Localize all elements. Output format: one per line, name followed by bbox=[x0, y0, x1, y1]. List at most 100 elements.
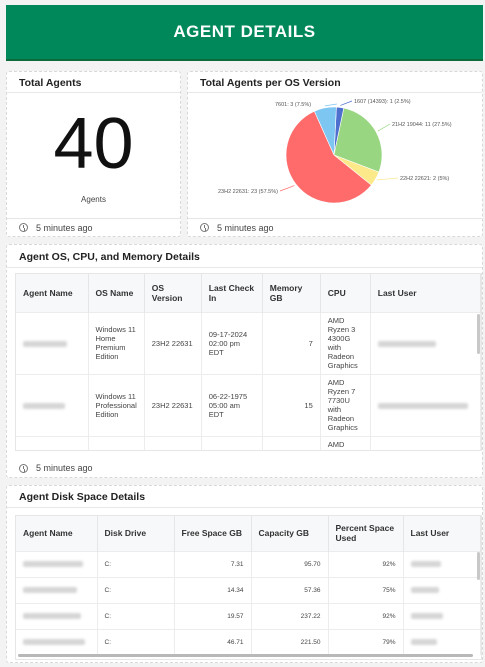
disk-space-table: Agent Name Disk Drive Free Space GB Capa… bbox=[16, 516, 481, 655]
pie-label-leader bbox=[377, 177, 399, 181]
disk-drive-cell: C: bbox=[97, 628, 175, 655]
card-footer: 5 minutes ago bbox=[7, 218, 180, 236]
agent-name-cell bbox=[16, 602, 98, 629]
os-cpu-memory-card: Agent OS, CPU, and Memory Details Agent … bbox=[6, 244, 483, 478]
free-space-cell: 19.57 bbox=[174, 602, 252, 629]
table-row[interactable]: C: 14.34 57.36 75% bbox=[16, 576, 481, 603]
pie-slice[interactable] bbox=[313, 106, 337, 156]
os-version-cell: 23H2 22631 bbox=[144, 311, 202, 374]
last-user-cell bbox=[370, 435, 481, 450]
last-user-cell bbox=[370, 373, 481, 436]
pie-slice-label: 21H2 19044: 11 (27.5%) bbox=[392, 122, 452, 128]
total-agents-title: Total Agents bbox=[19, 77, 82, 89]
redacted-text bbox=[23, 560, 83, 567]
card-divider bbox=[188, 92, 482, 93]
os-name-cell bbox=[88, 435, 145, 450]
card-divider bbox=[7, 267, 482, 268]
memory-cell: 15 bbox=[262, 373, 321, 436]
column-header[interactable]: Last User bbox=[370, 274, 481, 312]
os-cpu-table-container[interactable]: Agent Name OS Name OS Version Last Check… bbox=[15, 273, 482, 451]
percent-used-cell: 79% bbox=[328, 628, 404, 655]
updated-time: 5 minutes ago bbox=[217, 222, 274, 233]
redacted-text bbox=[23, 612, 81, 619]
agent-name-cell bbox=[16, 311, 89, 374]
table-row[interactable]: Windows 11 Home Premium Edition 23H2 226… bbox=[16, 311, 481, 374]
free-space-cell: 46.71 bbox=[174, 628, 252, 655]
table-row[interactable]: AMD Ryzen 5 bbox=[16, 435, 481, 450]
disk-drive-cell: C: bbox=[97, 576, 175, 603]
os-version-pie-chart: 1607 (14393): 1 (2.5%) 21H2 19044: 11 (27… bbox=[218, 99, 452, 204]
capacity-cell: 57.36 bbox=[251, 576, 329, 603]
column-header[interactable]: Percent Space Used bbox=[328, 516, 404, 551]
table-row[interactable]: C: 19.57 237.22 92% bbox=[16, 602, 481, 629]
os-version-cell: 23H2 22631 bbox=[144, 373, 202, 436]
last-user-cell bbox=[370, 311, 481, 374]
horizontal-scrollbar[interactable] bbox=[18, 654, 473, 657]
free-space-cell: 7.31 bbox=[174, 550, 252, 577]
redacted-text bbox=[23, 639, 85, 646]
column-header[interactable]: Disk Drive bbox=[97, 516, 175, 551]
table-row[interactable]: C: 7.31 95.70 92% bbox=[16, 550, 481, 577]
column-header[interactable]: Agent Name bbox=[16, 516, 98, 551]
page-title: AGENT DETAILS bbox=[173, 22, 316, 41]
capacity-cell: 95.70 bbox=[251, 550, 329, 577]
capacity-cell: 237.22 bbox=[251, 602, 329, 629]
updated-time: 5 minutes ago bbox=[36, 463, 93, 473]
disk-drive-cell: C: bbox=[97, 550, 175, 577]
column-header[interactable]: Agent Name bbox=[16, 274, 89, 312]
cpu-cell: AMD Ryzen 3 4300G with Radeon Graphics bbox=[320, 311, 371, 374]
column-header[interactable]: Memory GB bbox=[262, 274, 321, 312]
updated-time: 5 minutes ago bbox=[36, 222, 93, 233]
disk-table-container[interactable]: Agent Name Disk Drive Free Space GB Capa… bbox=[15, 515, 482, 660]
column-header[interactable]: Last Check In bbox=[201, 274, 263, 312]
disk-space-title: Agent Disk Space Details bbox=[19, 491, 146, 503]
free-space-cell: 14.34 bbox=[174, 576, 252, 603]
os-cpu-table: Agent Name OS Name OS Version Last Check… bbox=[16, 274, 481, 450]
memory-cell: 7 bbox=[262, 311, 321, 374]
os-cpu-title: Agent OS, CPU, and Memory Details bbox=[19, 251, 200, 263]
last-check-in-cell: 06-22-1975 05:00 am EDT bbox=[201, 373, 263, 436]
agent-name-cell bbox=[16, 576, 98, 603]
os-name-cell: Windows 11 Professional Edition bbox=[88, 373, 145, 436]
column-header[interactable]: OS Name bbox=[88, 274, 145, 312]
table-row[interactable]: C: 46.71 221.50 79% bbox=[16, 628, 481, 655]
total-agents-label: Agents bbox=[81, 195, 106, 204]
card-divider bbox=[7, 507, 482, 508]
card-divider bbox=[7, 92, 180, 93]
pie-slice[interactable] bbox=[333, 107, 383, 173]
column-header[interactable]: Free Space GB bbox=[174, 516, 252, 551]
column-header[interactable]: Last User bbox=[403, 516, 481, 551]
agent-name-cell bbox=[16, 435, 89, 450]
vertical-scrollbar[interactable] bbox=[477, 314, 480, 354]
os-version-chart-card: Total Agents per OS Version 1607 (14393)… bbox=[187, 71, 483, 237]
memory-cell bbox=[262, 435, 321, 450]
clock-icon bbox=[200, 223, 209, 232]
os-version-cell bbox=[144, 435, 202, 450]
pie-label-leader bbox=[340, 100, 353, 106]
capacity-cell: 221.50 bbox=[251, 628, 329, 655]
percent-used-cell: 75% bbox=[328, 576, 404, 603]
disk-drive-cell: C: bbox=[97, 602, 175, 629]
table-row[interactable]: Windows 11 Professional Edition 23H2 226… bbox=[16, 373, 481, 436]
redacted-text bbox=[410, 586, 439, 593]
cpu-cell: AMD Ryzen 7 7730U with Radeon Graphics bbox=[320, 373, 371, 436]
cpu-cell: AMD Ryzen 5 bbox=[320, 435, 371, 450]
clock-icon bbox=[19, 463, 28, 473]
pie-slice[interactable] bbox=[285, 110, 372, 204]
percent-used-cell: 92% bbox=[328, 550, 404, 577]
column-header[interactable]: Capacity GB bbox=[251, 516, 329, 551]
column-header[interactable]: OS Version bbox=[144, 274, 202, 312]
vertical-scrollbar[interactable] bbox=[477, 552, 480, 580]
redacted-text bbox=[410, 560, 441, 567]
redacted-text bbox=[410, 612, 443, 619]
last-user-cell bbox=[403, 576, 481, 603]
column-header[interactable]: CPU bbox=[320, 274, 371, 312]
last-user-cell bbox=[403, 550, 481, 577]
percent-used-cell: 92% bbox=[328, 602, 404, 629]
pie-slice-label: 1607 (14393): 1 (2.5%) bbox=[354, 99, 411, 105]
os-chart-title: Total Agents per OS Version bbox=[200, 77, 341, 89]
redacted-text bbox=[23, 586, 77, 593]
agent-name-cell bbox=[16, 550, 98, 577]
clock-icon bbox=[19, 223, 28, 232]
total-agents-value: 40 bbox=[53, 104, 134, 184]
